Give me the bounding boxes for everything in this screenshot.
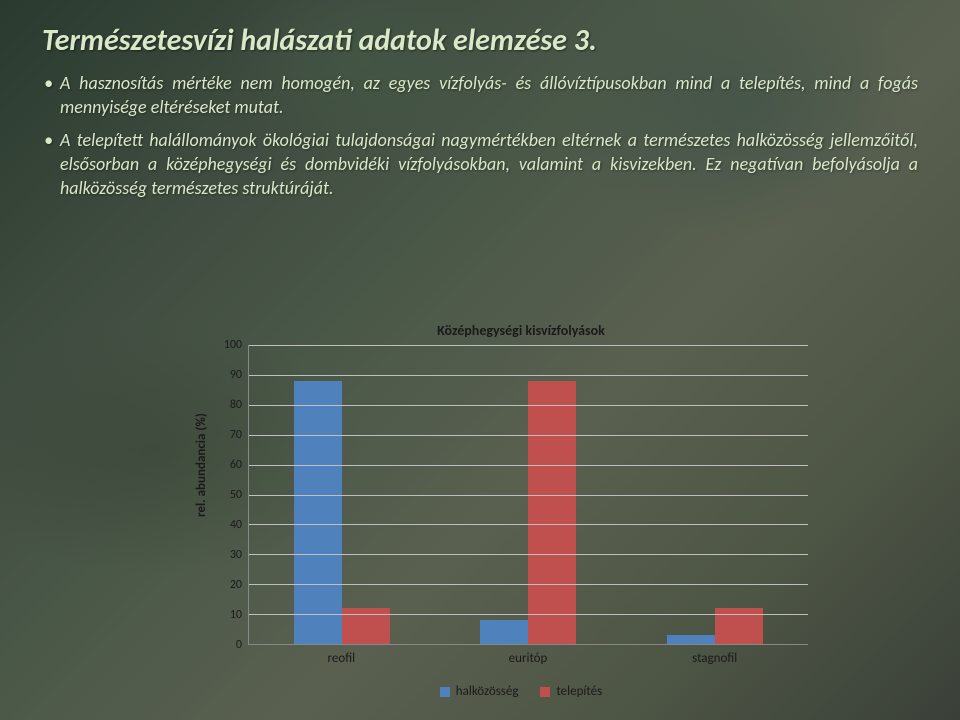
chart-bar [667, 635, 715, 644]
chart-ytick: 80 [230, 398, 242, 412]
bullet-item: A telepített halállományok ökológiai tul… [60, 128, 918, 201]
chart-bar [294, 381, 342, 644]
bullet-list: A hasznosítás mértéke nem homogén, az eg… [42, 71, 918, 200]
chart-gridline [249, 465, 808, 466]
legend-swatch [440, 687, 450, 697]
chart-ytick: 10 [230, 608, 242, 622]
slide-content: Természetesvízi halászati adatok elemzés… [42, 22, 918, 200]
chart-ytick: 40 [230, 518, 242, 532]
chart-gridline [249, 614, 808, 615]
chart-ytick: 50 [230, 488, 242, 502]
chart-xlabel: reofil [248, 645, 435, 666]
chart-gridline [249, 554, 808, 555]
chart-plot-area [248, 345, 808, 645]
chart-ytick: 0 [236, 638, 242, 652]
chart-ytick: 60 [230, 458, 242, 472]
chart-legend-item: halközösség [440, 684, 519, 699]
legend-label: telepítés [556, 684, 602, 699]
page-title: Természetesvízi halászati adatok elemzés… [42, 22, 918, 59]
chart-container: Középhegységi kisvízfolyások rel. abunda… [194, 322, 808, 712]
chart-gridline [249, 435, 808, 436]
bullet-item: A hasznosítás mértéke nem homogén, az eg… [60, 71, 918, 120]
chart-gridline [249, 345, 808, 346]
chart-ytick: 90 [230, 368, 242, 382]
chart-gridline [249, 495, 808, 496]
chart-xlabels: reofileuritópstagnofil [248, 645, 808, 666]
legend-swatch [540, 687, 550, 697]
chart-bar [528, 381, 576, 644]
chart-gridline [249, 524, 808, 525]
chart-xlabel: stagnofil [621, 645, 808, 666]
chart-yticks: 0102030405060708090100 [214, 345, 248, 645]
chart-plot-row: rel. abundancia (%) 01020304050607080901… [194, 345, 808, 645]
chart-xlabel: euritóp [435, 645, 622, 666]
chart-ylabel: rel. abundancia (%) [194, 345, 214, 645]
chart-ytick: 70 [230, 428, 242, 442]
chart-gridline [249, 405, 808, 406]
chart-legend-item: telepítés [540, 684, 602, 699]
chart-title: Középhegységi kisvízfolyások [194, 322, 808, 339]
legend-label: halközösség [456, 684, 519, 699]
chart-gridline [249, 375, 808, 376]
chart-legend: halközösség telepítés [234, 684, 808, 699]
chart-ytick: 20 [230, 578, 242, 592]
chart-ytick: 30 [230, 548, 242, 562]
chart-gridline [249, 584, 808, 585]
chart-bar [480, 620, 528, 644]
chart-ytick: 100 [224, 338, 242, 352]
